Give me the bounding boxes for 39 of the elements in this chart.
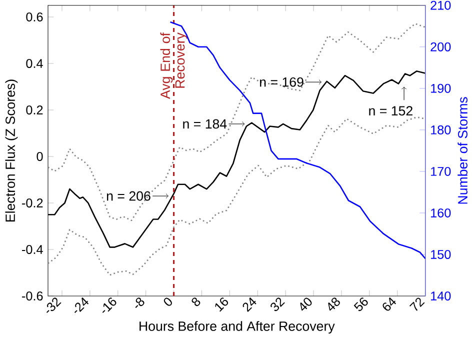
line-series bbox=[47, 116, 426, 276]
x-tick-label: 48 bbox=[328, 298, 340, 311]
y2-axis-title: Number of Storms bbox=[458, 97, 468, 204]
ref-line-label: Avg End of Recovery bbox=[160, 32, 188, 99]
y-axis-title: Electron Flux (Z Scores) bbox=[5, 80, 18, 222]
x-axis-title: Hours Before and After Recovery bbox=[140, 321, 335, 334]
annotation: n = 206 bbox=[106, 191, 150, 201]
x-tick-label: 0 bbox=[164, 298, 172, 306]
x-tick-label: 40 bbox=[300, 298, 312, 311]
y-tick-label: 0.4 bbox=[26, 58, 43, 68]
y-tick-label: -0.2 bbox=[22, 198, 43, 208]
y-tick-label: 0 bbox=[36, 152, 43, 161]
y2-tick-label: 140 bbox=[431, 292, 451, 300]
x-tick-label: 8 bbox=[192, 298, 200, 306]
x-tick-label: 24 bbox=[242, 297, 256, 312]
x-tick-label: -8 bbox=[135, 298, 144, 308]
y2-tick-label: 210 bbox=[430, 0, 451, 10]
y2-tick-label: 160 bbox=[431, 208, 451, 218]
annotation: n = 169 bbox=[260, 77, 304, 87]
annotation: n = 184 bbox=[183, 119, 227, 129]
y2-tick-label: 190 bbox=[431, 84, 451, 93]
line-series bbox=[47, 23, 426, 222]
annotation: n = 152 bbox=[369, 106, 412, 116]
y2-tick-label: 150 bbox=[431, 250, 451, 259]
y2-tick-label: 200 bbox=[430, 42, 451, 52]
x-tick-label: -32 bbox=[46, 298, 62, 313]
y-tick-label: -0.6 bbox=[22, 292, 43, 300]
y-tick-label: -0.4 bbox=[22, 245, 43, 254]
x-tick-label: 72 bbox=[409, 298, 425, 311]
y-tick-label: 0.2 bbox=[26, 105, 43, 114]
x-tick-label: 32 bbox=[270, 298, 285, 312]
x-tick-label: 16 bbox=[215, 298, 228, 312]
x-tick-label: -24 bbox=[74, 297, 89, 313]
x-tick-label: -16 bbox=[102, 298, 116, 313]
y-tick-label: 0.6 bbox=[26, 12, 43, 22]
x-tick-label: 64 bbox=[382, 297, 396, 311]
y2-tick-label: 180 bbox=[431, 125, 451, 134]
y2-tick-label: 170 bbox=[431, 166, 451, 176]
x-tick-label: 56 bbox=[354, 298, 368, 312]
